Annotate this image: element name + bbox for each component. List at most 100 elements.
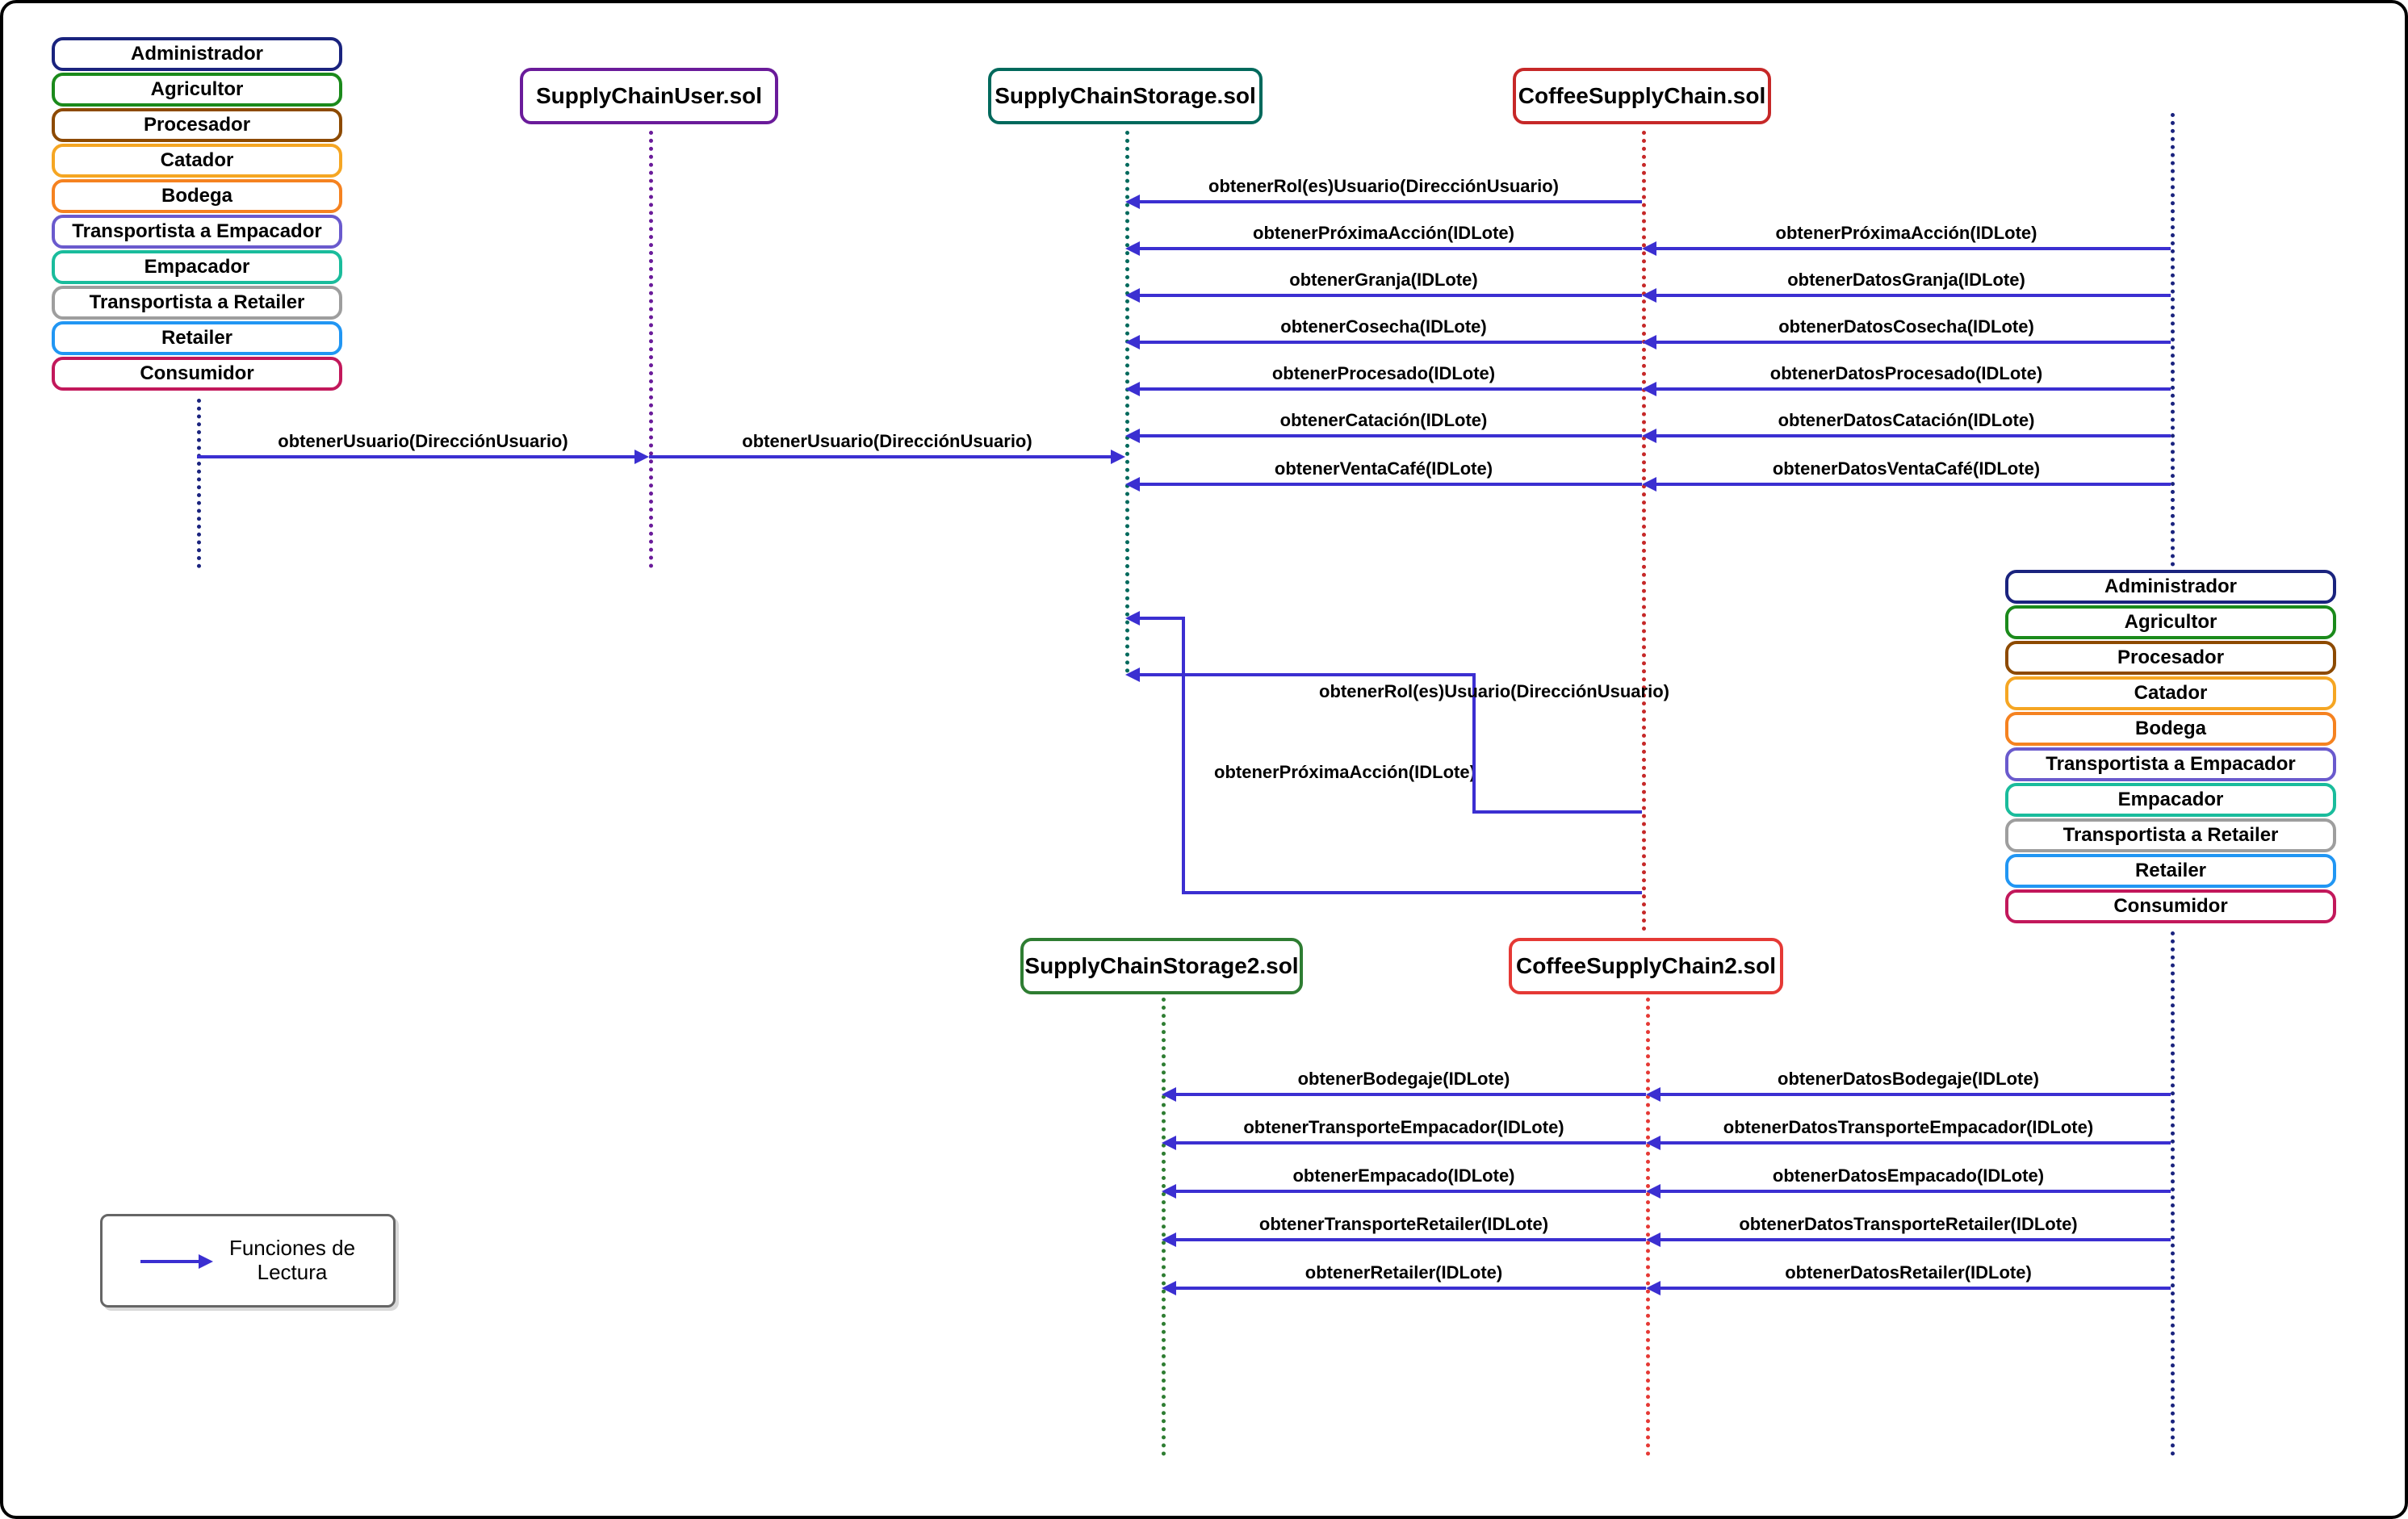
lifeline-coffee2 [1646,998,1650,1456]
selfmsg-top-0 [1138,617,1182,620]
message-label-m14: obtenerVentaCafé(IDLote) [1198,458,1569,479]
message-arrowhead-m8 [1125,382,1140,396]
message-line-m11 [197,455,636,458]
role-right-3: Catador [2005,676,2336,710]
lifeline-storage2 [1162,998,1166,1456]
message-label-m16: obtenerBodegaje(IDLote) [1218,1069,1589,1090]
message-label-m13: obtenerDatosVentaCafé(IDLote) [1721,458,2092,479]
message-arrowhead-m0 [1125,195,1140,209]
message-label-m10: obtenerCatación(IDLote) [1198,410,1569,431]
legend-arrow-sample [140,1253,213,1269]
message-arrowhead-m15 [1646,1087,1660,1102]
message-arrowhead-m9 [1642,429,1656,443]
lifeline-roles-right-top [2171,113,2175,567]
message-label-m24: obtenerRetailer(IDLote) [1218,1262,1589,1283]
message-arrowhead-m13 [1642,477,1656,492]
message-line-m19 [1659,1190,2171,1193]
lifeline-roles-left [197,399,201,568]
message-line-m3 [1655,294,2171,297]
message-line-m16 [1175,1093,1646,1096]
message-arrowhead-m20 [1162,1184,1176,1199]
message-line-m24 [1175,1287,1646,1290]
message-arrowhead-m16 [1162,1087,1176,1102]
legend-box: Funciones deLectura [100,1214,396,1308]
message-arrowhead-m18 [1162,1136,1176,1150]
message-line-m18 [1175,1141,1646,1144]
selfmsg-bottom-1 [1472,810,1642,814]
message-line-m10 [1138,434,1642,437]
message-arrowhead-m14 [1125,477,1140,492]
message-arrowhead-m2 [1125,241,1140,256]
lifeline-user [649,131,653,568]
message-label-m9: obtenerDatosCatación(IDLote) [1721,410,2092,431]
message-label-m21: obtenerDatosTransporteRetailer(IDLote) [1723,1214,2094,1235]
message-arrowhead-m22 [1162,1232,1176,1247]
message-line-m17 [1659,1141,2171,1144]
message-line-m21 [1659,1238,2171,1241]
message-label-m19: obtenerDatosEmpacado(IDLote) [1723,1165,2094,1186]
contract-storage2: SupplyChainStorage2.sol [1020,938,1303,994]
message-arrowhead-m6 [1125,335,1140,349]
message-arrowhead-m12 [1111,450,1125,464]
role-right-1: Agricultor [2005,605,2336,639]
message-line-m7 [1655,387,2171,391]
message-label-m23: obtenerDatosRetailer(IDLote) [1723,1262,2094,1283]
message-arrowhead-m3 [1642,288,1656,303]
role-right-5: Transportista a Empacador [2005,747,2336,781]
role-left-8: Retailer [52,321,342,355]
legend-arrow-line [140,1260,199,1263]
message-label-m12: obtenerUsuario(DirecciónUsuario) [701,431,1073,452]
selfmsg-vert-0 [1182,617,1185,891]
message-line-m1 [1655,247,2171,250]
role-right-7: Transportista a Retailer [2005,818,2336,852]
message-label-m4: obtenerGranja(IDLote) [1198,270,1569,291]
role-left-1: Agricultor [52,73,342,107]
message-arrowhead-m11 [634,450,649,464]
role-right-6: Empacador [2005,783,2336,817]
role-left-2: Procesador [52,108,342,142]
message-arrowhead-m5 [1642,335,1656,349]
role-left-0: Administrador [52,37,342,71]
contract-storage1: SupplyChainStorage.sol [988,68,1263,124]
message-line-m6 [1138,341,1642,344]
message-line-m4 [1138,294,1642,297]
diagram-canvas: AdministradorAgricultorProcesadorCatador… [0,0,2408,1519]
role-left-6: Empacador [52,250,342,284]
message-line-m5 [1655,341,2171,344]
message-line-m20 [1175,1190,1646,1193]
message-line-m23 [1659,1287,2171,1290]
message-line-m14 [1138,483,1642,486]
contract-user: SupplyChainUser.sol [520,68,778,124]
message-arrowhead-m24 [1162,1281,1176,1295]
role-right-9: Consumidor [2005,889,2336,923]
lifeline-roles-right-bottom [2171,931,2175,1456]
message-line-m15 [1659,1093,2171,1096]
message-arrowhead-m4 [1125,288,1140,303]
message-arrowhead-m1 [1642,241,1656,256]
selfmsg-top-1 [1138,673,1472,676]
message-line-m22 [1175,1238,1646,1241]
message-label-m2: obtenerPróximaAcción(IDLote) [1198,223,1569,244]
message-label-m1: obtenerPróximaAcción(IDLote) [1721,223,2092,244]
role-left-7: Transportista a Retailer [52,286,342,320]
message-arrowhead-m21 [1646,1232,1660,1247]
role-right-4: Bodega [2005,712,2336,746]
message-arrowhead-m23 [1646,1281,1660,1295]
contract-coffee1: CoffeeSupplyChain.sol [1513,68,1771,124]
role-right-2: Procesador [2005,641,2336,675]
legend-label: Funciones deLectura [229,1237,355,1285]
message-arrowhead-m10 [1125,429,1140,443]
message-line-m13 [1655,483,2171,486]
message-label-m6: obtenerCosecha(IDLote) [1198,316,1569,337]
selfmsg-arrowhead-0 [1125,611,1140,626]
message-label-m22: obtenerTransporteRetailer(IDLote) [1218,1214,1589,1235]
role-right-8: Retailer [2005,854,2336,888]
selfmsg-label-1: obtenerRol(es)Usuario(DirecciónUsuario) [1319,681,1669,702]
message-arrowhead-m19 [1646,1184,1660,1199]
contract-coffee2: CoffeeSupplyChain2.sol [1509,938,1783,994]
message-label-m8: obtenerProcesado(IDLote) [1198,363,1569,384]
role-right-0: Administrador [2005,570,2336,604]
message-line-m2 [1138,247,1642,250]
message-label-m17: obtenerDatosTransporteEmpacador(IDLote) [1723,1117,2094,1138]
message-label-m20: obtenerEmpacado(IDLote) [1218,1165,1589,1186]
